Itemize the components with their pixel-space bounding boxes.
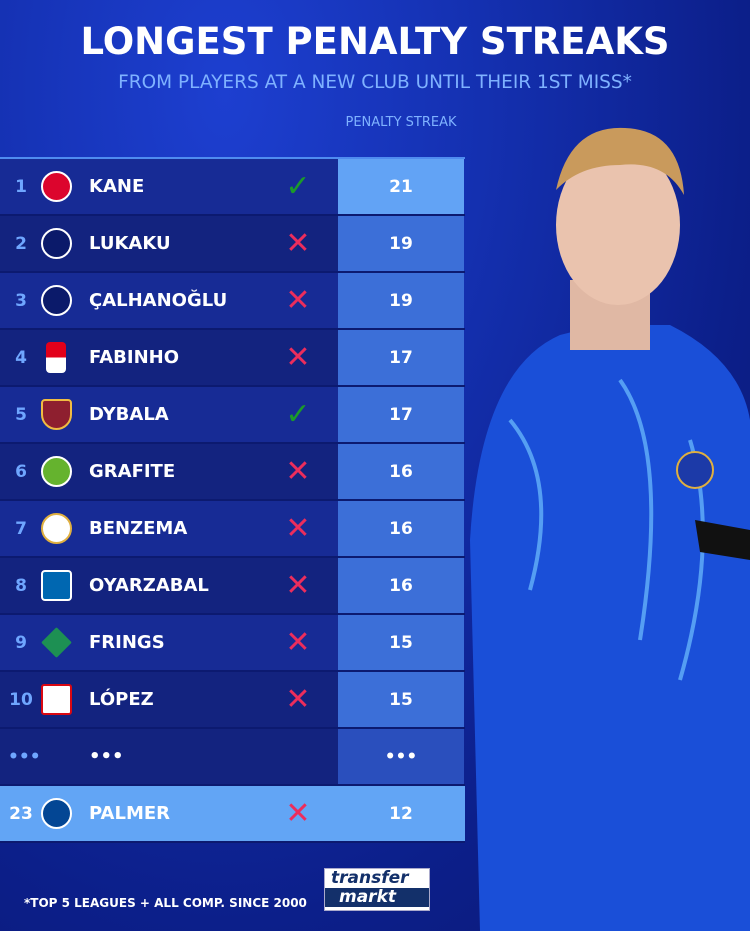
streak-value: 16	[338, 558, 464, 613]
wolfsburg-logo-icon	[41, 456, 72, 487]
rank: 7	[15, 518, 27, 539]
logo-line1: transfer	[331, 868, 409, 888]
player-name: BENZEMA	[89, 518, 188, 539]
table-row: 7 BENZEMA ✕ 16	[0, 501, 465, 558]
player-name: LUKAKU	[89, 233, 171, 254]
check-icon: ✓	[285, 168, 311, 204]
lyon-logo-icon	[41, 684, 72, 715]
cross-icon: ✕	[285, 453, 311, 489]
inter-logo-icon	[41, 228, 72, 259]
table-row: 1 KANE ✓ 21	[0, 159, 465, 216]
table-row: 3 ÇALHANOĞLU ✕ 19	[0, 273, 465, 330]
footnote: *TOP 5 LEAGUES + ALL COMP. SINCE 2000	[24, 896, 307, 910]
player-name: ÇALHANOĞLU	[89, 290, 228, 311]
bayern-logo-icon	[41, 171, 72, 202]
page-title: LONGEST PENALTY STREAKS	[80, 20, 670, 63]
real-madrid-logo-icon	[41, 513, 72, 544]
streak-value: 19	[338, 273, 464, 328]
player-name: OYARZABAL	[89, 575, 209, 596]
cross-icon: ✕	[285, 681, 311, 717]
ellipsis: •••	[89, 746, 124, 767]
transfermarkt-logo: transfer markt	[324, 868, 430, 911]
real-sociedad-logo-icon	[41, 570, 72, 601]
streak-value: 16	[338, 444, 464, 499]
streak-value: 17	[338, 330, 464, 385]
player-name: LÓPEZ	[89, 689, 154, 710]
cross-icon: ✕	[285, 795, 311, 831]
rank: 8	[15, 575, 27, 596]
player-name: DYBALA	[89, 404, 169, 425]
cross-icon: ✕	[285, 624, 311, 660]
cross-icon: ✕	[285, 567, 311, 603]
row-background	[0, 729, 338, 784]
rank: 2	[15, 233, 27, 254]
streak-value: 17	[338, 387, 464, 442]
rank: 6	[15, 461, 27, 482]
cross-icon: ✕	[285, 339, 311, 375]
player-name: GRAFITE	[89, 461, 176, 482]
roma-logo-icon	[41, 399, 72, 430]
table-row: 2 LUKAKU ✕ 19	[0, 216, 465, 273]
table-row: 8 OYARZABAL ✕ 16	[0, 558, 465, 615]
table-row: 5 DYBALA ✓ 17	[0, 387, 465, 444]
check-icon: ✓	[285, 396, 311, 432]
monaco-logo-icon	[46, 342, 66, 373]
table-row: 9 FRINGS ✕ 15	[0, 615, 465, 672]
cross-icon: ✕	[285, 225, 311, 261]
table-row: 6 GRAFITE ✕ 16	[0, 444, 465, 501]
table-row: 4 FABINHO ✕ 17	[0, 330, 465, 387]
rank: 4	[15, 347, 27, 368]
streak-value: 16	[338, 501, 464, 556]
player-name: PALMER	[89, 803, 171, 824]
rank: 23	[9, 803, 33, 824]
rank: 5	[15, 404, 27, 425]
ellipsis: •••	[338, 729, 464, 784]
inter-logo-icon	[41, 285, 72, 316]
streak-table: 1 KANE ✓ 21 2 LUKAKU ✕ 19 3 ÇALHANOĞLU ✕…	[0, 157, 465, 843]
player-name: FRINGS	[89, 632, 165, 653]
streak-value: 15	[338, 672, 464, 727]
player-name: FABINHO	[89, 347, 180, 368]
column-header: PENALTY STREAK	[345, 115, 457, 130]
ellipsis: •••	[8, 746, 41, 767]
logo-line2: markt	[325, 888, 429, 907]
rank: 3	[15, 290, 27, 311]
rank: 1	[15, 176, 27, 197]
streak-value: 12	[389, 803, 413, 824]
streak-value: 15	[338, 615, 464, 670]
rank: 10	[9, 689, 33, 710]
cross-icon: ✕	[285, 282, 311, 318]
table-row: 23 PALMER ✕ 12	[0, 786, 465, 843]
player-photo	[470, 127, 750, 931]
page-subtitle: FROM PLAYERS AT A NEW CLUB UNTIL THEIR 1…	[118, 72, 632, 93]
streak-value: 19	[338, 216, 464, 271]
cross-icon: ✕	[285, 510, 311, 546]
rank: 9	[15, 632, 27, 653]
table-row: 10 LÓPEZ ✕ 15	[0, 672, 465, 729]
player-name: KANE	[89, 176, 145, 197]
streak-value: 21	[338, 159, 464, 214]
ellipsis-row: ••• ••• •••	[0, 729, 465, 786]
chelsea-logo-icon	[41, 798, 72, 829]
